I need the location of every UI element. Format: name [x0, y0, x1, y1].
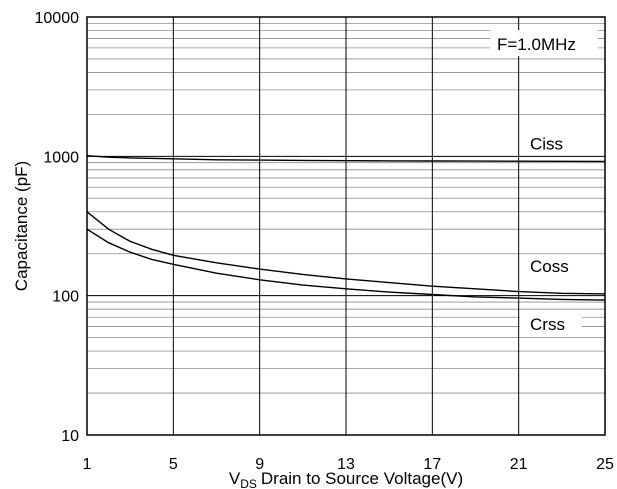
- y-tick-label: 10000: [35, 10, 80, 27]
- y-tick-label: 1000: [43, 149, 79, 166]
- annotation-background: [490, 30, 598, 56]
- x-tick-label: 9: [255, 456, 264, 473]
- series-line-ciss: [86, 155, 606, 163]
- x-tick-label: 5: [169, 456, 178, 473]
- series-line-crss: [86, 228, 606, 301]
- series-layer: [86, 155, 606, 301]
- grid-lines: [86, 16, 606, 436]
- x-tick-label: 17: [423, 456, 441, 473]
- y-tick-label: 100: [52, 289, 79, 306]
- x-tick-label: 1: [83, 456, 92, 473]
- x-axis-text: Drain to Source Voltage(V): [261, 469, 463, 488]
- x-tick-label: 21: [510, 456, 528, 473]
- y-tick-labels: 10 100 1000 10000: [35, 10, 80, 445]
- y-tick-label: 10: [61, 428, 79, 445]
- plot-frame: [86, 16, 606, 436]
- x-axis-subscript: DS: [240, 477, 257, 489]
- y-axis-label: Capacitance (pF): [12, 161, 31, 291]
- series-label-background: [520, 314, 582, 336]
- frequency-annotation: F=1.0MHz: [497, 35, 576, 54]
- series-label-background: [520, 255, 582, 277]
- x-tick-labels: 1 5 9 13 17 21 25: [83, 456, 614, 473]
- x-tick-label: 13: [337, 456, 355, 473]
- x-axis-symbol: V: [229, 469, 241, 488]
- x-tick-label: 25: [596, 456, 614, 473]
- x-axis-label: VDS Drain to Source Voltage(V): [229, 469, 463, 489]
- series-label-crss: Crss: [530, 315, 565, 334]
- series-label-coss: Coss: [530, 257, 569, 276]
- series-line-coss: [86, 211, 606, 295]
- series-label-background: [520, 133, 582, 155]
- series-labels: Ciss Coss Crss: [520, 133, 582, 336]
- series-label-ciss: Ciss: [530, 134, 563, 153]
